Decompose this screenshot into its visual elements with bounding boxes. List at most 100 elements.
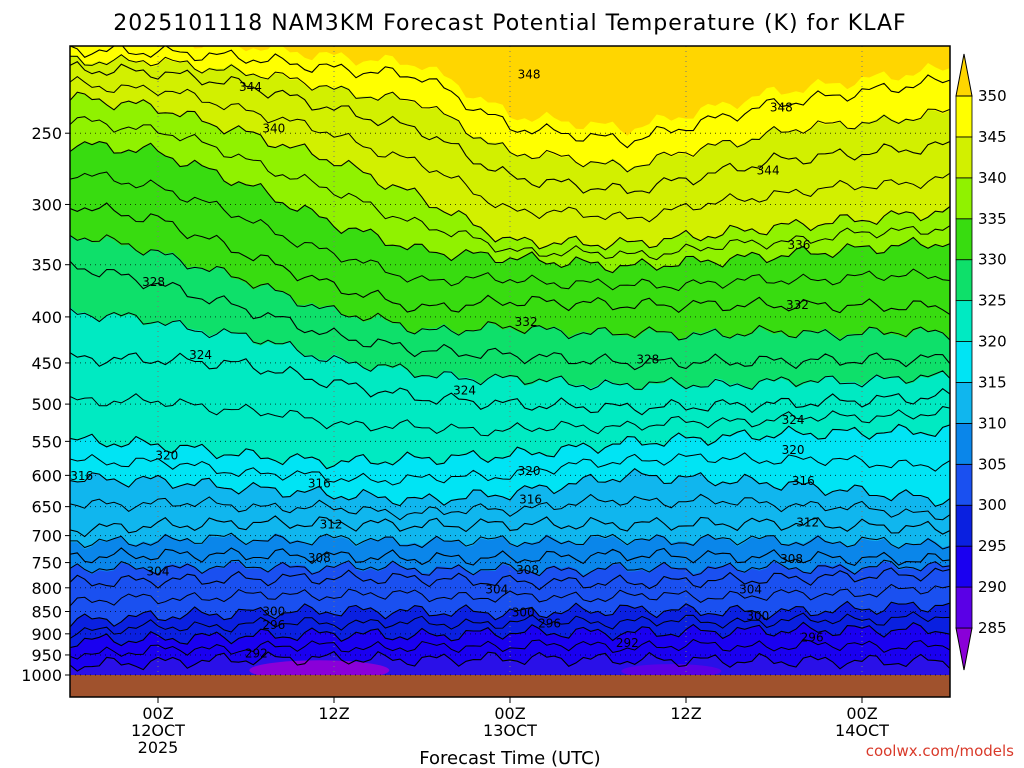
colorbar-max-arrow [955, 53, 973, 97]
contour-328 [70, 260, 950, 371]
y-tick-label-750: 750 [31, 554, 62, 573]
contour-334 [70, 171, 950, 292]
band-warmest [70, 46, 950, 136]
contour-312 [70, 515, 950, 538]
contour-label-text: 316 [308, 477, 331, 491]
y-tick-label-800: 800 [31, 579, 62, 598]
contour-label-text: 320 [155, 448, 178, 462]
contour-label-320: 320 [518, 464, 541, 478]
contour-label-text: 328 [636, 352, 659, 366]
contour-label-296: 296 [801, 630, 824, 644]
chart-title: 2025101118 NAM3KM Forecast Potential Tem… [113, 11, 906, 36]
contour-label-text: 308 [516, 563, 539, 577]
contour-314 [70, 493, 950, 521]
contour-label-text: 320 [782, 443, 805, 457]
colorbar-label-305: 305 [978, 455, 1007, 473]
contour-306 [70, 559, 950, 578]
colorbar-label-345: 345 [978, 128, 1007, 146]
contour-label-304: 304 [485, 583, 508, 597]
x-tick-label-54-1: 14OCT [835, 721, 889, 740]
contour-label-text: 336 [787, 238, 810, 252]
contour-label-312: 312 [320, 517, 343, 531]
contour-lines [70, 46, 950, 672]
contour-label-324: 324 [782, 413, 805, 427]
contour-344 [70, 61, 950, 195]
contour-310 [70, 532, 950, 550]
colorbar-swatch-330 [955, 218, 973, 261]
y-tick-label-500: 500 [31, 395, 62, 414]
contour-label-328: 328 [142, 275, 165, 289]
x-tick-label-42-0: 12Z [670, 704, 701, 723]
colorbar-swatch-295 [955, 504, 973, 547]
colorbar-swatch-325 [955, 259, 973, 302]
colorbar-label-290: 290 [978, 578, 1007, 596]
contour-308 [70, 547, 950, 567]
contour-label-text: 344 [239, 80, 262, 94]
contour-label-text: 296 [538, 616, 561, 630]
contour-label-316: 316 [308, 477, 331, 491]
filled-contours [70, 46, 950, 697]
contour-label-text: 308 [780, 552, 803, 566]
contour-label-text: 328 [142, 275, 165, 289]
colorbar-label-325: 325 [978, 292, 1007, 310]
contour-labels: 344 348 348 340 344 336 328 332 332 324 328 324 324 3… [70, 67, 824, 661]
contour-label-320: 320 [782, 443, 805, 457]
contour-label-text: 300 [512, 605, 535, 619]
contour-348 [70, 46, 950, 149]
y-tick-label-650: 650 [31, 498, 62, 517]
colorbar-swatch-320 [955, 300, 973, 342]
contour-338 [70, 116, 950, 261]
cold-pool-2 [621, 664, 722, 679]
contour-294 [70, 638, 950, 660]
contour-326 [70, 308, 950, 391]
contour-label-text: 340 [262, 121, 285, 135]
contour-label-text: 308 [308, 551, 331, 565]
colorbar-label-335: 335 [978, 210, 1007, 228]
contour-label-292: 292 [245, 647, 268, 661]
x-tick-label-30-0: 00Z [494, 704, 525, 723]
x-axis-label: Forecast Time (UTC) [419, 748, 600, 768]
contour-label-text: 300 [746, 609, 769, 623]
contour-label-text: 316 [70, 469, 93, 483]
contour-label-text: 320 [518, 464, 541, 478]
y-tick-label-550: 550 [31, 432, 62, 451]
contour-label-text: 312 [796, 516, 819, 530]
colorbar-label-285: 285 [978, 619, 1007, 637]
y-tick-label-400: 400 [31, 308, 62, 327]
contour-label-308: 308 [780, 552, 803, 566]
contour-label-text: 304 [485, 583, 508, 597]
contour-label-304: 304 [739, 582, 762, 596]
contour-label-308: 308 [308, 551, 331, 565]
colorbar-swatch-340 [955, 136, 973, 179]
y-tick-label-250: 250 [31, 124, 62, 143]
contour-346 [70, 54, 950, 173]
colorbar-label-350: 350 [978, 87, 1007, 105]
contour-302 [70, 583, 950, 607]
contour-322 [70, 393, 950, 437]
contour-label-text: 296 [262, 618, 285, 632]
contour-label-text: 292 [616, 636, 639, 650]
contour-label-text: 296 [801, 630, 824, 644]
colorbar-label-295: 295 [978, 537, 1007, 555]
contour-336 [70, 141, 950, 274]
contour-label-text: 324 [453, 384, 476, 398]
colorbar-swatch-345 [955, 95, 973, 138]
colorbar-swatch-290 [955, 545, 973, 588]
colorbar-swatch-335 [955, 177, 973, 220]
ground-surface [70, 675, 950, 697]
contour-label-text: 300 [262, 604, 285, 618]
y-tick-label-950: 950 [31, 646, 62, 665]
contour-label-296: 296 [262, 618, 285, 632]
contour-label-320: 320 [155, 448, 178, 462]
contour-label-340: 340 [262, 121, 285, 135]
x-tick-label-6-2: 2025 [138, 738, 179, 757]
contour-320 [70, 423, 950, 470]
contour-316 [70, 468, 950, 507]
plot-area: 344 348 348 340 344 336 328 332 332 324 328 324 324 3… [70, 46, 950, 697]
contour-label-text: 316 [792, 474, 815, 488]
x-tick-label-30-1: 13OCT [483, 721, 537, 740]
y-tick-label-700: 700 [31, 527, 62, 546]
contour-label-text: 348 [518, 67, 541, 81]
contour-label-348: 348 [518, 67, 541, 81]
